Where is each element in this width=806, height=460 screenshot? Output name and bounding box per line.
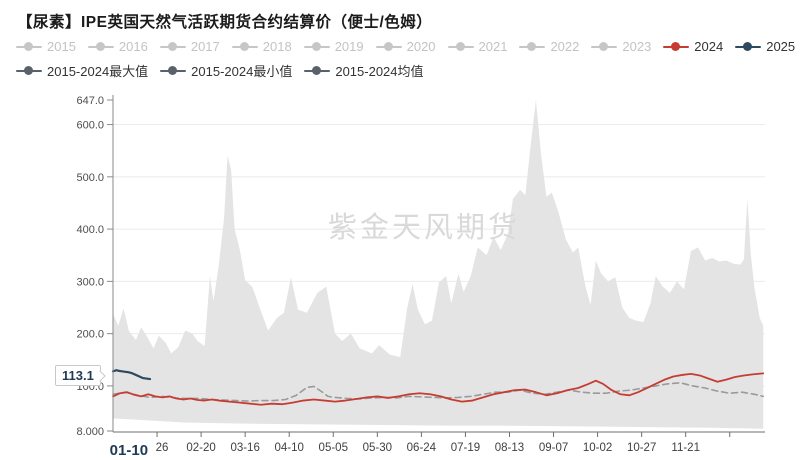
legend-item-label: 2015-2024最大值 (47, 64, 149, 79)
legend-item-label: 2023 (622, 39, 652, 54)
x-axis-label: 08-13 (495, 442, 524, 454)
legend-item-label: 2016 (118, 39, 148, 54)
legend-item-2015-2024最小值[interactable]: 2015-2024最小值 (160, 61, 292, 80)
legend-item-2024[interactable]: 2024 (663, 39, 723, 54)
legend-marker-icon (303, 42, 330, 51)
legend-item-2015-2024均值[interactable]: 2015-2024均值 (304, 61, 424, 80)
y-axis-label: 8.000 (76, 426, 104, 438)
legend-item-label: 2018 (262, 39, 292, 54)
legend-item-2020[interactable]: 2020 (375, 39, 436, 54)
legend-marker-icon (159, 42, 186, 51)
legend-item-label: 2015-2024均值 (335, 64, 424, 79)
y-axis-label: 200.0 (76, 329, 104, 341)
legend-item-2017[interactable]: 2017 (159, 39, 220, 54)
legend-item-2021[interactable]: 2021 (447, 39, 508, 54)
y-axis-label: 647.0 (76, 95, 104, 107)
x-axis-label: 04-10 (275, 442, 304, 454)
legend-item-2019[interactable]: 2019 (303, 39, 364, 54)
y-axis-label: 600.0 (76, 120, 104, 132)
x-axis-label: 06-24 (407, 442, 437, 454)
legend-item-2022[interactable]: 2022 (519, 39, 579, 54)
legend-item-label: 2021 (478, 39, 508, 54)
legend-item-label: 2017 (190, 39, 220, 54)
series-line-2024 (112, 372, 765, 406)
y-axis-label: 400.0 (76, 224, 104, 236)
legend-marker-icon (87, 42, 114, 51)
legend-item-2015[interactable]: 2015 (16, 39, 76, 54)
legend-item-label: 2024 (694, 39, 724, 54)
legend-marker-icon (735, 42, 762, 51)
x-axis-label: 05-05 (319, 442, 348, 454)
series-line-2015-2024均值 (112, 381, 765, 402)
x-axis-label: 26 (156, 442, 169, 454)
legend-item-label: 2025 (766, 39, 796, 54)
legend-row-aggregates: 2015-2024最大值 2015-2024最小值 2015-2024均值 (16, 61, 424, 80)
x-axis-current-date-label: 01-10 (110, 442, 148, 459)
legend-item-label: 2015-2024最小值 (191, 64, 293, 79)
legend-marker-icon (375, 42, 402, 51)
legend-marker-icon (231, 42, 258, 51)
legend-marker-icon (663, 42, 690, 51)
y-axis-label: 500.0 (76, 172, 104, 184)
legend-item-label: 2020 (406, 39, 436, 54)
series-line-2025 (111, 369, 152, 381)
legend-marker-icon (160, 66, 187, 75)
legend-item-2025[interactable]: 2025 (735, 39, 795, 54)
legend-row-years: 2015 2016 2017 2018 2019 2020 2021 2022 2023 2024… (16, 39, 795, 54)
legend-item-2015-2024最大值[interactable]: 2015-2024最大值 (16, 61, 148, 80)
legend-item-label: 2015 (47, 39, 76, 54)
x-axis-label: 10-02 (583, 442, 612, 454)
legend-item-2023[interactable]: 2023 (591, 39, 651, 54)
latest-value-callout: 113.1 (55, 365, 101, 387)
legend-item-label: 2019 (334, 39, 364, 54)
chart-title: 【尿素】IPE英国天然气活跃期货合约结算价（便士/色姆） (17, 14, 433, 31)
x-axis-label: 05-30 (363, 442, 392, 454)
x-axis-label: 10-27 (627, 442, 656, 454)
legend-item-2016[interactable]: 2016 (87, 39, 148, 54)
legend-marker-icon (16, 42, 42, 51)
x-axis-label: 02-20 (186, 442, 215, 454)
x-axis-label: 07-19 (451, 442, 480, 454)
legend-marker-icon (16, 66, 42, 75)
min-max-band (113, 99, 764, 429)
legend-marker-icon (591, 42, 618, 51)
legend-item-2018[interactable]: 2018 (231, 39, 292, 54)
legend-item-label: 2022 (550, 39, 580, 54)
legend-marker-icon (447, 42, 474, 51)
x-axis-label: 03-16 (230, 442, 259, 454)
legend-marker-icon (519, 42, 546, 51)
y-axis-label: 300.0 (76, 276, 104, 288)
legend-marker-icon (304, 66, 331, 75)
x-axis-label: 09-07 (539, 442, 568, 454)
x-axis-label: 11-21 (671, 442, 700, 454)
